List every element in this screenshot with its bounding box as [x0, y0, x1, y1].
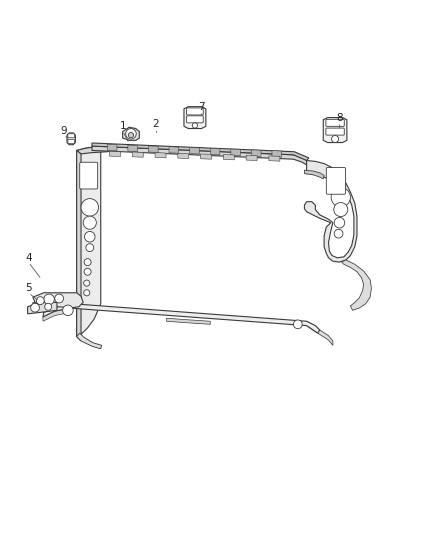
FancyBboxPatch shape: [187, 108, 203, 115]
Polygon shape: [77, 333, 102, 349]
Polygon shape: [77, 150, 81, 341]
Polygon shape: [223, 155, 234, 160]
Polygon shape: [304, 170, 324, 179]
Text: 9: 9: [60, 126, 67, 136]
Polygon shape: [67, 133, 75, 145]
Polygon shape: [201, 154, 212, 159]
Polygon shape: [77, 146, 101, 336]
Circle shape: [334, 229, 343, 238]
Polygon shape: [33, 302, 44, 310]
Polygon shape: [77, 146, 114, 154]
Polygon shape: [148, 146, 158, 152]
FancyBboxPatch shape: [80, 162, 98, 189]
Text: 4: 4: [25, 253, 32, 263]
Circle shape: [192, 123, 198, 128]
Circle shape: [84, 290, 90, 296]
FancyBboxPatch shape: [326, 128, 344, 135]
Polygon shape: [33, 293, 83, 308]
Circle shape: [128, 133, 134, 138]
Polygon shape: [231, 149, 240, 156]
Polygon shape: [246, 155, 257, 160]
Polygon shape: [107, 144, 117, 151]
FancyBboxPatch shape: [68, 140, 74, 143]
Circle shape: [334, 217, 345, 228]
Polygon shape: [110, 151, 120, 157]
Polygon shape: [251, 150, 261, 156]
Polygon shape: [190, 148, 199, 154]
Polygon shape: [210, 148, 220, 155]
Circle shape: [45, 303, 52, 310]
Circle shape: [84, 280, 90, 286]
Circle shape: [36, 297, 44, 304]
Polygon shape: [272, 151, 282, 157]
Circle shape: [44, 294, 54, 304]
Polygon shape: [128, 145, 138, 152]
Polygon shape: [304, 160, 357, 262]
Circle shape: [31, 303, 39, 312]
Circle shape: [126, 128, 136, 139]
Polygon shape: [92, 143, 309, 160]
Polygon shape: [123, 127, 139, 140]
Circle shape: [83, 216, 96, 229]
Polygon shape: [92, 146, 307, 165]
Polygon shape: [178, 154, 189, 158]
Circle shape: [331, 188, 350, 207]
Circle shape: [85, 231, 95, 242]
Circle shape: [334, 203, 348, 216]
Text: 1: 1: [119, 122, 126, 131]
Circle shape: [86, 244, 94, 252]
Polygon shape: [43, 308, 70, 321]
Text: 2: 2: [152, 119, 159, 129]
Polygon shape: [307, 321, 333, 345]
Circle shape: [55, 294, 64, 303]
Polygon shape: [184, 107, 206, 128]
FancyBboxPatch shape: [326, 119, 344, 126]
Circle shape: [63, 305, 73, 316]
Text: 5: 5: [25, 284, 32, 293]
Polygon shape: [155, 152, 166, 158]
FancyBboxPatch shape: [68, 134, 74, 138]
Polygon shape: [269, 156, 280, 161]
Polygon shape: [43, 304, 320, 333]
Circle shape: [84, 268, 91, 275]
Circle shape: [81, 199, 99, 216]
FancyBboxPatch shape: [187, 116, 203, 123]
Polygon shape: [166, 318, 210, 324]
Polygon shape: [169, 147, 179, 153]
Polygon shape: [132, 152, 143, 157]
Circle shape: [84, 259, 91, 265]
Text: 8: 8: [336, 112, 343, 123]
Text: 7: 7: [198, 102, 205, 111]
Polygon shape: [323, 118, 347, 142]
Polygon shape: [342, 260, 371, 310]
FancyBboxPatch shape: [326, 167, 346, 194]
Polygon shape: [28, 302, 57, 314]
Circle shape: [293, 320, 302, 329]
Circle shape: [332, 135, 339, 142]
